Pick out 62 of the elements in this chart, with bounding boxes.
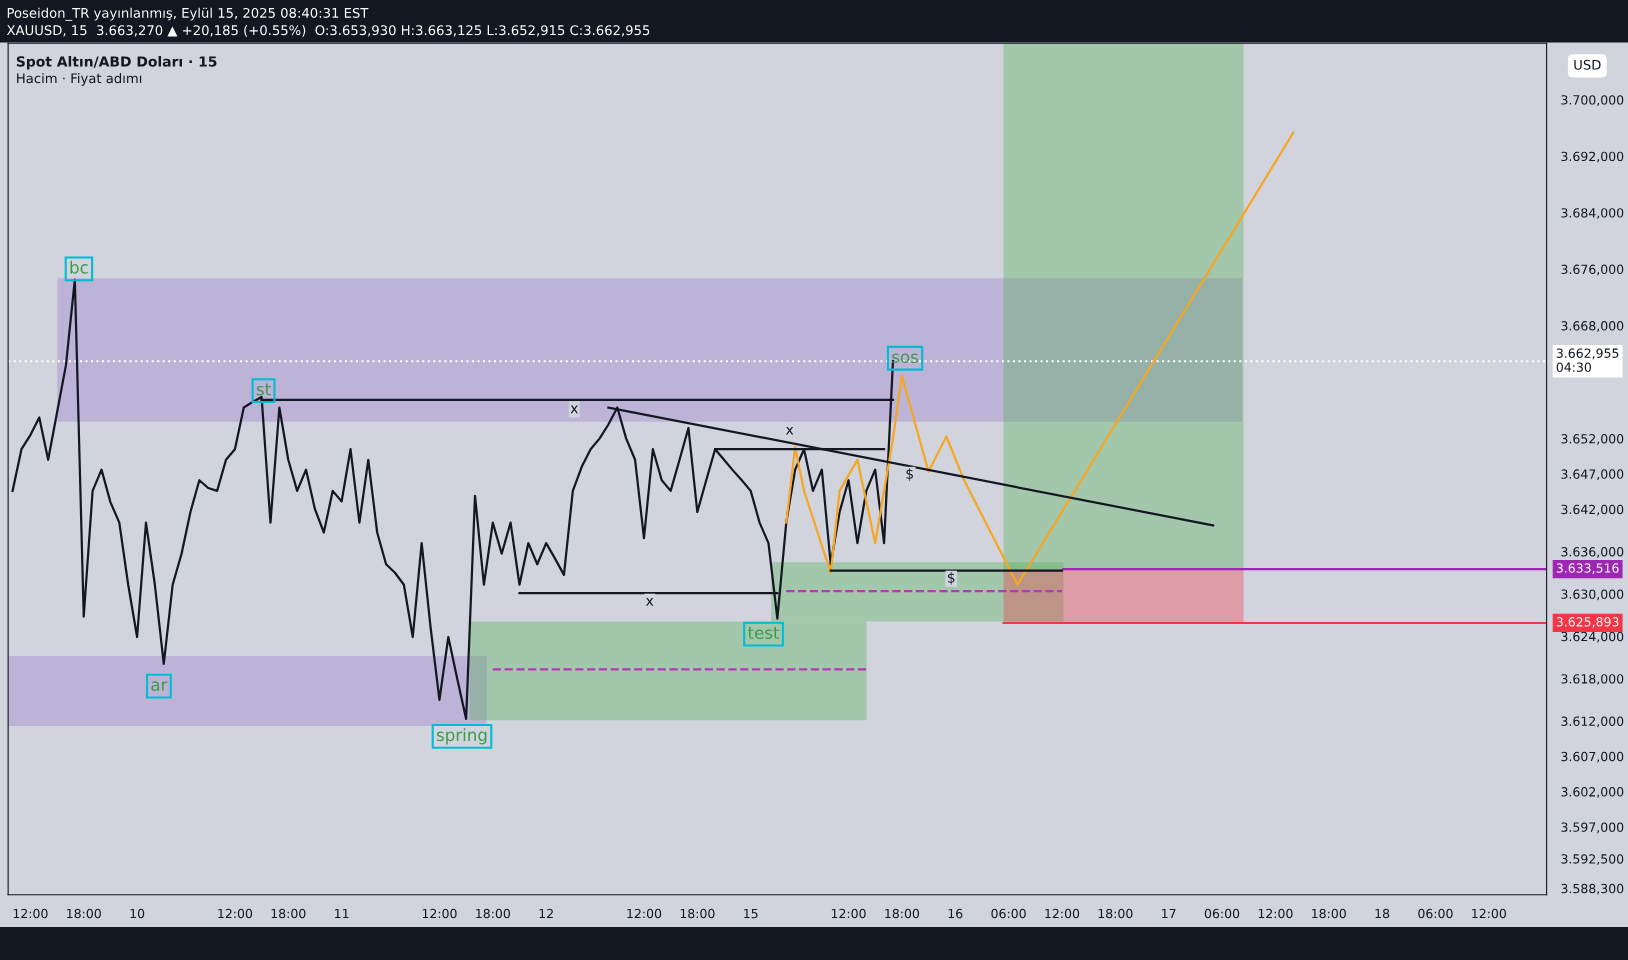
x-tick-label: 18:00 [680,908,715,919]
y-tick-label: 3.588,300 [1561,883,1624,895]
y-tick-label: 3.700,000 [1561,95,1624,106]
annotation: x [645,598,654,606]
annotation: test [747,627,780,639]
y-tick-label: 3.684,000 [1561,208,1624,219]
y-tick-label: 3.647,000 [1561,469,1624,481]
x-tick-label: 18:00 [1098,908,1133,919]
text: Poseidon_TR yayınlanmış, Eylül 15, 2025 08:40:31 EST [7,7,369,21]
text: XAUUSD, 15 3.663,270 ▲ +20,185 (+0.55%) O:3.653,930 H:3.663,125 L:3.652,915 C:3.662,955 [6,24,650,37]
x-tick-label: 12:00 [1258,908,1293,919]
y-tick-label: 3.630,000 [1561,589,1624,601]
y-tick-label: 3.636,000 [1561,547,1624,558]
x-tick-label: 16 [948,908,963,919]
x-tick-label: 12:00 [831,908,866,919]
text: Spot Altın/ABD Doları · 15 [16,55,217,70]
ref-line-label: 3.662,955 04:30 [1556,348,1619,372]
x-tick-label: 10 [130,908,145,919]
annotation: $ [906,468,913,481]
annotation: x [570,405,578,414]
y-tick-label: 3.612,000 [1561,716,1624,728]
annotation: ar [151,681,168,691]
x-tick-label: 18:00 [476,908,510,919]
x-tick-label: 12:00 [13,908,48,919]
y-tick-label: 3.642,000 [1561,504,1624,516]
annotation: st [256,383,271,396]
x-tick-label: 12:00 [1472,908,1506,919]
x-tick-label: 17 [1162,908,1176,919]
y-tick-label: 3.624,000 [1561,631,1624,643]
x-tick-label: 06:00 [1418,908,1453,919]
x-tick-label: 11 [335,908,349,919]
y-tick-label: 3.607,000 [1561,751,1624,763]
x-tick-label: 06:00 [991,908,1026,919]
annotation: bc [70,260,88,274]
x-tick-label: 12 [539,908,553,919]
annotation: sos [892,353,919,364]
x-tick-label: 06:00 [1204,908,1240,919]
y-tick-label: 3.592,500 [1561,854,1624,865]
annotation: $ [947,572,955,585]
x-tick-label: 18:00 [885,908,920,919]
x-tick-label: 18 [1375,908,1390,919]
x-tick-label: 18:00 [271,908,306,919]
x-tick-label: 15 [744,908,758,919]
y-tick-label: 3.602,000 [1561,787,1624,798]
x-tick-label: 18:00 [67,908,101,919]
ref-line-label: 3.633,516 [1556,563,1619,575]
y-tick-label: 3.652,000 [1561,434,1624,445]
x-tick-label: 18:00 [1312,908,1346,919]
y-tick-label: 3.676,000 [1561,264,1624,276]
x-tick-label: 12:00 [422,908,457,919]
annotation: spring [436,728,487,745]
text: USD [1574,59,1601,70]
x-tick-label: 12:00 [1045,908,1080,919]
x-tick-label: 12:00 [218,908,253,919]
ref-line-label: 3.625,893 [1556,617,1619,628]
y-tick-label: 3.668,000 [1561,321,1624,332]
y-tick-label: 3.692,000 [1561,151,1624,163]
annotation: x [785,426,794,435]
text: Hacim · Fiyat adımı [17,73,142,86]
y-tick-label: 3.618,000 [1561,674,1624,685]
y-tick-label: 3.597,000 [1561,822,1624,834]
x-tick-label: 12:00 [627,908,662,919]
